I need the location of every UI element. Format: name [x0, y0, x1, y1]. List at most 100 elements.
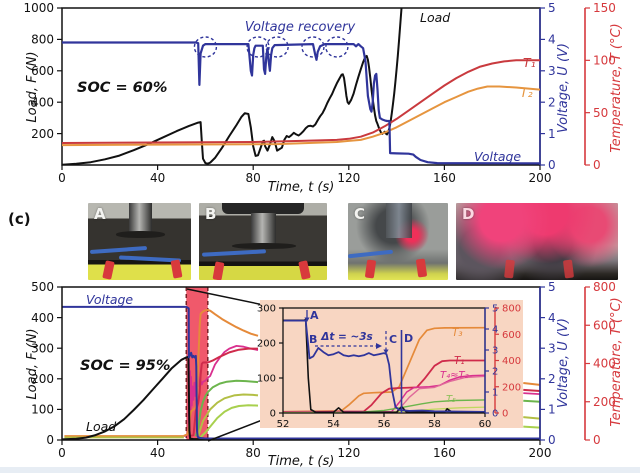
series-t5-end — [523, 416, 540, 420]
tick-label: 0 — [492, 409, 498, 420]
press-cylinder — [251, 213, 276, 246]
tick-label: 52 — [277, 419, 290, 430]
tick-label: 3 — [492, 346, 498, 357]
tick-label: 2 — [492, 367, 498, 378]
tick-label: 150 — [593, 1, 616, 15]
top-temp-axis-label: Temperature, T (°C) — [609, 23, 624, 152]
tick-label: 800 — [31, 33, 54, 47]
soc95-label: SOC = 95% — [80, 358, 170, 374]
tick-label: 58 — [428, 419, 441, 430]
dt-arrowhead — [376, 343, 382, 349]
tick-label: 4 — [548, 33, 556, 47]
photo-D-flames: D — [456, 203, 618, 280]
photo-label: D — [462, 205, 475, 223]
tick-label: 80 — [246, 171, 261, 185]
tick-label: 3 — [548, 64, 556, 78]
series-t3-end — [523, 382, 540, 386]
press-head — [222, 203, 304, 214]
series-t1-end — [523, 388, 540, 392]
tick-label: 5 — [548, 1, 556, 15]
tick-label: 4 — [548, 311, 556, 325]
tick-label: 4 — [492, 325, 498, 336]
voltage-recovery-circles — [193, 36, 349, 58]
photo-C-smoke-ignition: C — [348, 203, 448, 280]
press-plate — [115, 231, 166, 239]
voltage-recovery-circle — [265, 36, 289, 58]
bottom-xlabel: Time, t (s) — [268, 454, 335, 469]
tick-label: 5 — [492, 304, 498, 315]
tick-label: 200 — [31, 372, 54, 386]
tick-label: 200 — [529, 171, 552, 185]
tick-label: 1000 — [23, 1, 54, 15]
bottom-load-label: Load — [86, 419, 116, 434]
series-t5-bottom — [197, 393, 259, 437]
inset-chart: 52 54 56 58 6001002003000123450200400600800 … — [257, 300, 523, 430]
tick-label: 40 — [150, 446, 165, 460]
tick-label: 200 — [529, 446, 552, 460]
tick-label: 50 — [593, 106, 608, 120]
inset-t4t2-label: T₄≈T₂ — [440, 370, 469, 381]
panel-c-label: (c) — [8, 210, 31, 228]
tick-label: 600 — [502, 330, 521, 341]
tick-label: 100 — [257, 374, 276, 385]
series-voltage-inset — [283, 319, 485, 413]
inset-b-label: B — [309, 333, 317, 346]
tick-label: 0 — [548, 433, 556, 447]
tick-label: 120 — [337, 446, 360, 460]
bottom-voltage-label: Voltage — [86, 292, 133, 307]
tick-label: 0 — [548, 158, 556, 172]
tick-label: 0 — [593, 433, 601, 447]
tick-label: 160 — [433, 171, 456, 185]
tick-label: 54 — [327, 419, 340, 430]
tick-label: 200 — [31, 127, 54, 141]
series-voltage-bottom — [62, 305, 540, 440]
top-chart: 0 40 80 120 160 20020040060080010000123450501… — [23, 1, 624, 195]
tick-label: 400 — [31, 311, 54, 325]
top-axis-ticks: 0 40 80 120 160 20020040060080010000123450501… — [23, 1, 615, 185]
voltage-recovery-circle — [301, 36, 325, 58]
tick-label: 100 — [31, 403, 54, 417]
inset-d-label: D — [404, 332, 413, 345]
tick-label: 1 — [492, 388, 498, 399]
inset-dt-label: Δt = ~3s — [320, 331, 373, 343]
tick-label: 100 — [593, 54, 616, 68]
tick-label: 200 — [502, 382, 521, 393]
top-voltage-label: Voltage — [474, 149, 521, 164]
bottom-temp-axis-label: Temperature, T (°C) — [609, 297, 624, 426]
tick-label: 120 — [337, 171, 360, 185]
series-t2-bottom — [194, 379, 259, 437]
bottom-axis-ticks: 0 40 80 120 160 20001002003004005000123450200… — [31, 280, 616, 460]
tick-label: 300 — [31, 341, 54, 355]
tick-label: 200 — [257, 339, 276, 350]
inset-a-label: A — [310, 309, 319, 322]
tick-label: 1 — [548, 127, 556, 141]
tick-label: 0 — [593, 158, 601, 172]
inset-t3-label: T₃ — [452, 327, 463, 339]
tick-label: 60 — [479, 419, 492, 430]
soc60-label: SOC = 60% — [77, 80, 167, 96]
series-t1-top — [62, 59, 540, 144]
series-t2-top — [62, 85, 540, 147]
top-load-label: Load — [420, 10, 450, 25]
press-plate — [232, 243, 297, 250]
tick-label: 400 — [502, 356, 521, 367]
tick-label: 600 — [31, 64, 54, 78]
series-t4-inset — [283, 374, 485, 413]
tick-label: 0 — [270, 409, 276, 420]
top-voltage-axis-label: Voltage, U (V) — [556, 43, 571, 133]
marker-c-arrowhead — [383, 349, 389, 354]
series-load-bottom — [62, 355, 540, 440]
series-voltage-top — [62, 41, 540, 165]
photo-label: C — [354, 205, 366, 223]
tick-label: 400 — [31, 95, 54, 109]
top-xlabel: Time, t (s) — [268, 180, 335, 195]
tick-label: 3 — [548, 341, 556, 355]
marker-a-arrowhead — [304, 317, 310, 322]
bottom-chart: 0 40 80 120 160 20001002003004005000123450200… — [25, 280, 624, 469]
bottom-series — [62, 305, 540, 440]
tick-label: 0 — [502, 409, 508, 420]
series-t4-end — [523, 392, 540, 395]
voltage-recovery-circle — [193, 36, 218, 58]
